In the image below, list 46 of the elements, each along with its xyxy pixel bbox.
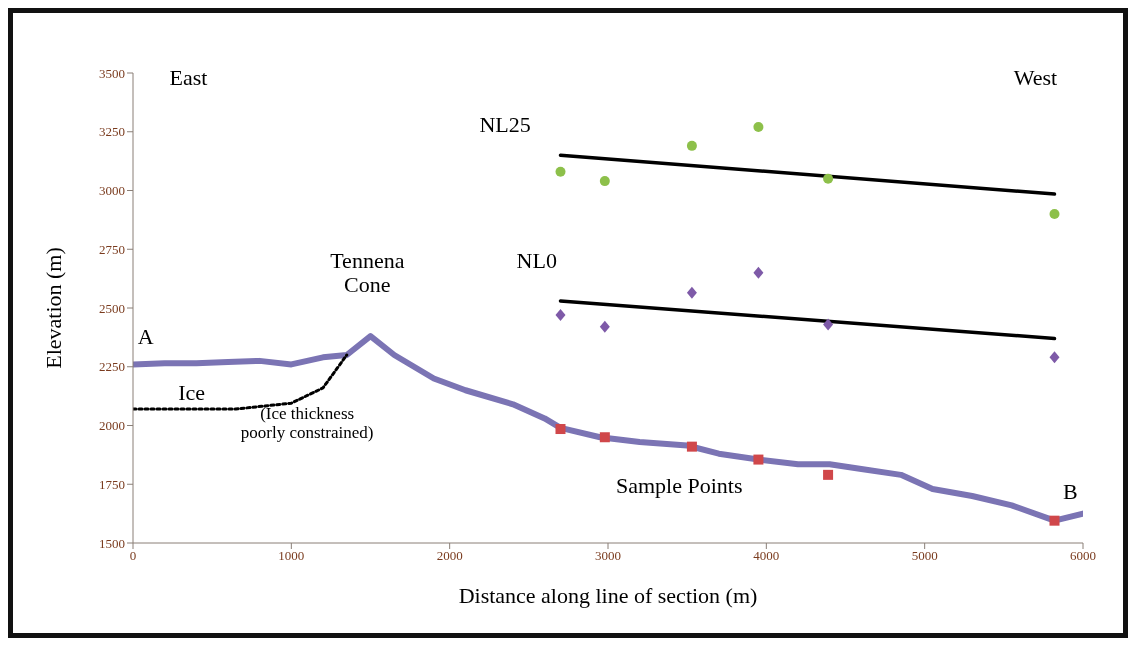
point bbox=[599, 176, 610, 187]
annotation: Tennena Cone bbox=[330, 248, 405, 298]
x-tick-label: 1000 bbox=[278, 548, 305, 564]
annotation: West bbox=[1013, 65, 1058, 91]
annotation: Sample Points bbox=[615, 472, 743, 498]
annotation: (Ice thickness poorly constrained) bbox=[240, 403, 374, 442]
x-tick-label: 2000 bbox=[436, 548, 463, 564]
x-tick-label: 0 bbox=[129, 548, 137, 564]
point bbox=[555, 309, 566, 322]
point bbox=[686, 286, 697, 299]
point bbox=[823, 173, 834, 184]
point bbox=[599, 432, 610, 443]
y-tick-label: 2250 bbox=[99, 359, 125, 375]
x-tick-label: 5000 bbox=[911, 548, 938, 564]
annotation: Ice bbox=[178, 380, 206, 405]
y-tick-label: 2750 bbox=[99, 241, 125, 257]
point bbox=[753, 454, 764, 465]
y-tick-label: 2000 bbox=[99, 418, 125, 434]
point bbox=[686, 441, 697, 452]
point bbox=[753, 122, 764, 133]
point bbox=[686, 140, 697, 151]
point bbox=[753, 266, 764, 279]
annotation: B bbox=[1062, 478, 1078, 504]
x-axis-title: Distance along line of section (m) bbox=[458, 583, 758, 608]
point bbox=[823, 469, 834, 480]
point bbox=[555, 166, 566, 177]
y-axis-title: Elevation (m) bbox=[40, 247, 66, 369]
y-tick-label: 2500 bbox=[99, 300, 125, 316]
x-tick-label: 4000 bbox=[753, 548, 780, 564]
y-tick-label: 1500 bbox=[99, 535, 125, 551]
annotation: NL25 bbox=[479, 112, 531, 138]
point bbox=[555, 424, 566, 435]
y-tick-label: 3000 bbox=[99, 183, 125, 199]
y-tick-label: 3500 bbox=[99, 65, 125, 81]
annotation: NL0 bbox=[516, 248, 557, 274]
y-tick-label: 1750 bbox=[99, 476, 125, 492]
point bbox=[599, 320, 610, 333]
annotation: A bbox=[137, 323, 154, 349]
x-tick-label: 6000 bbox=[1070, 548, 1096, 564]
x-tick-label: 3000 bbox=[595, 548, 621, 564]
y-tick-label: 3250 bbox=[99, 124, 125, 140]
point bbox=[823, 318, 834, 331]
point bbox=[1049, 209, 1060, 219]
point bbox=[1049, 351, 1060, 364]
point bbox=[1049, 515, 1060, 526]
annotation: East bbox=[169, 65, 208, 91]
